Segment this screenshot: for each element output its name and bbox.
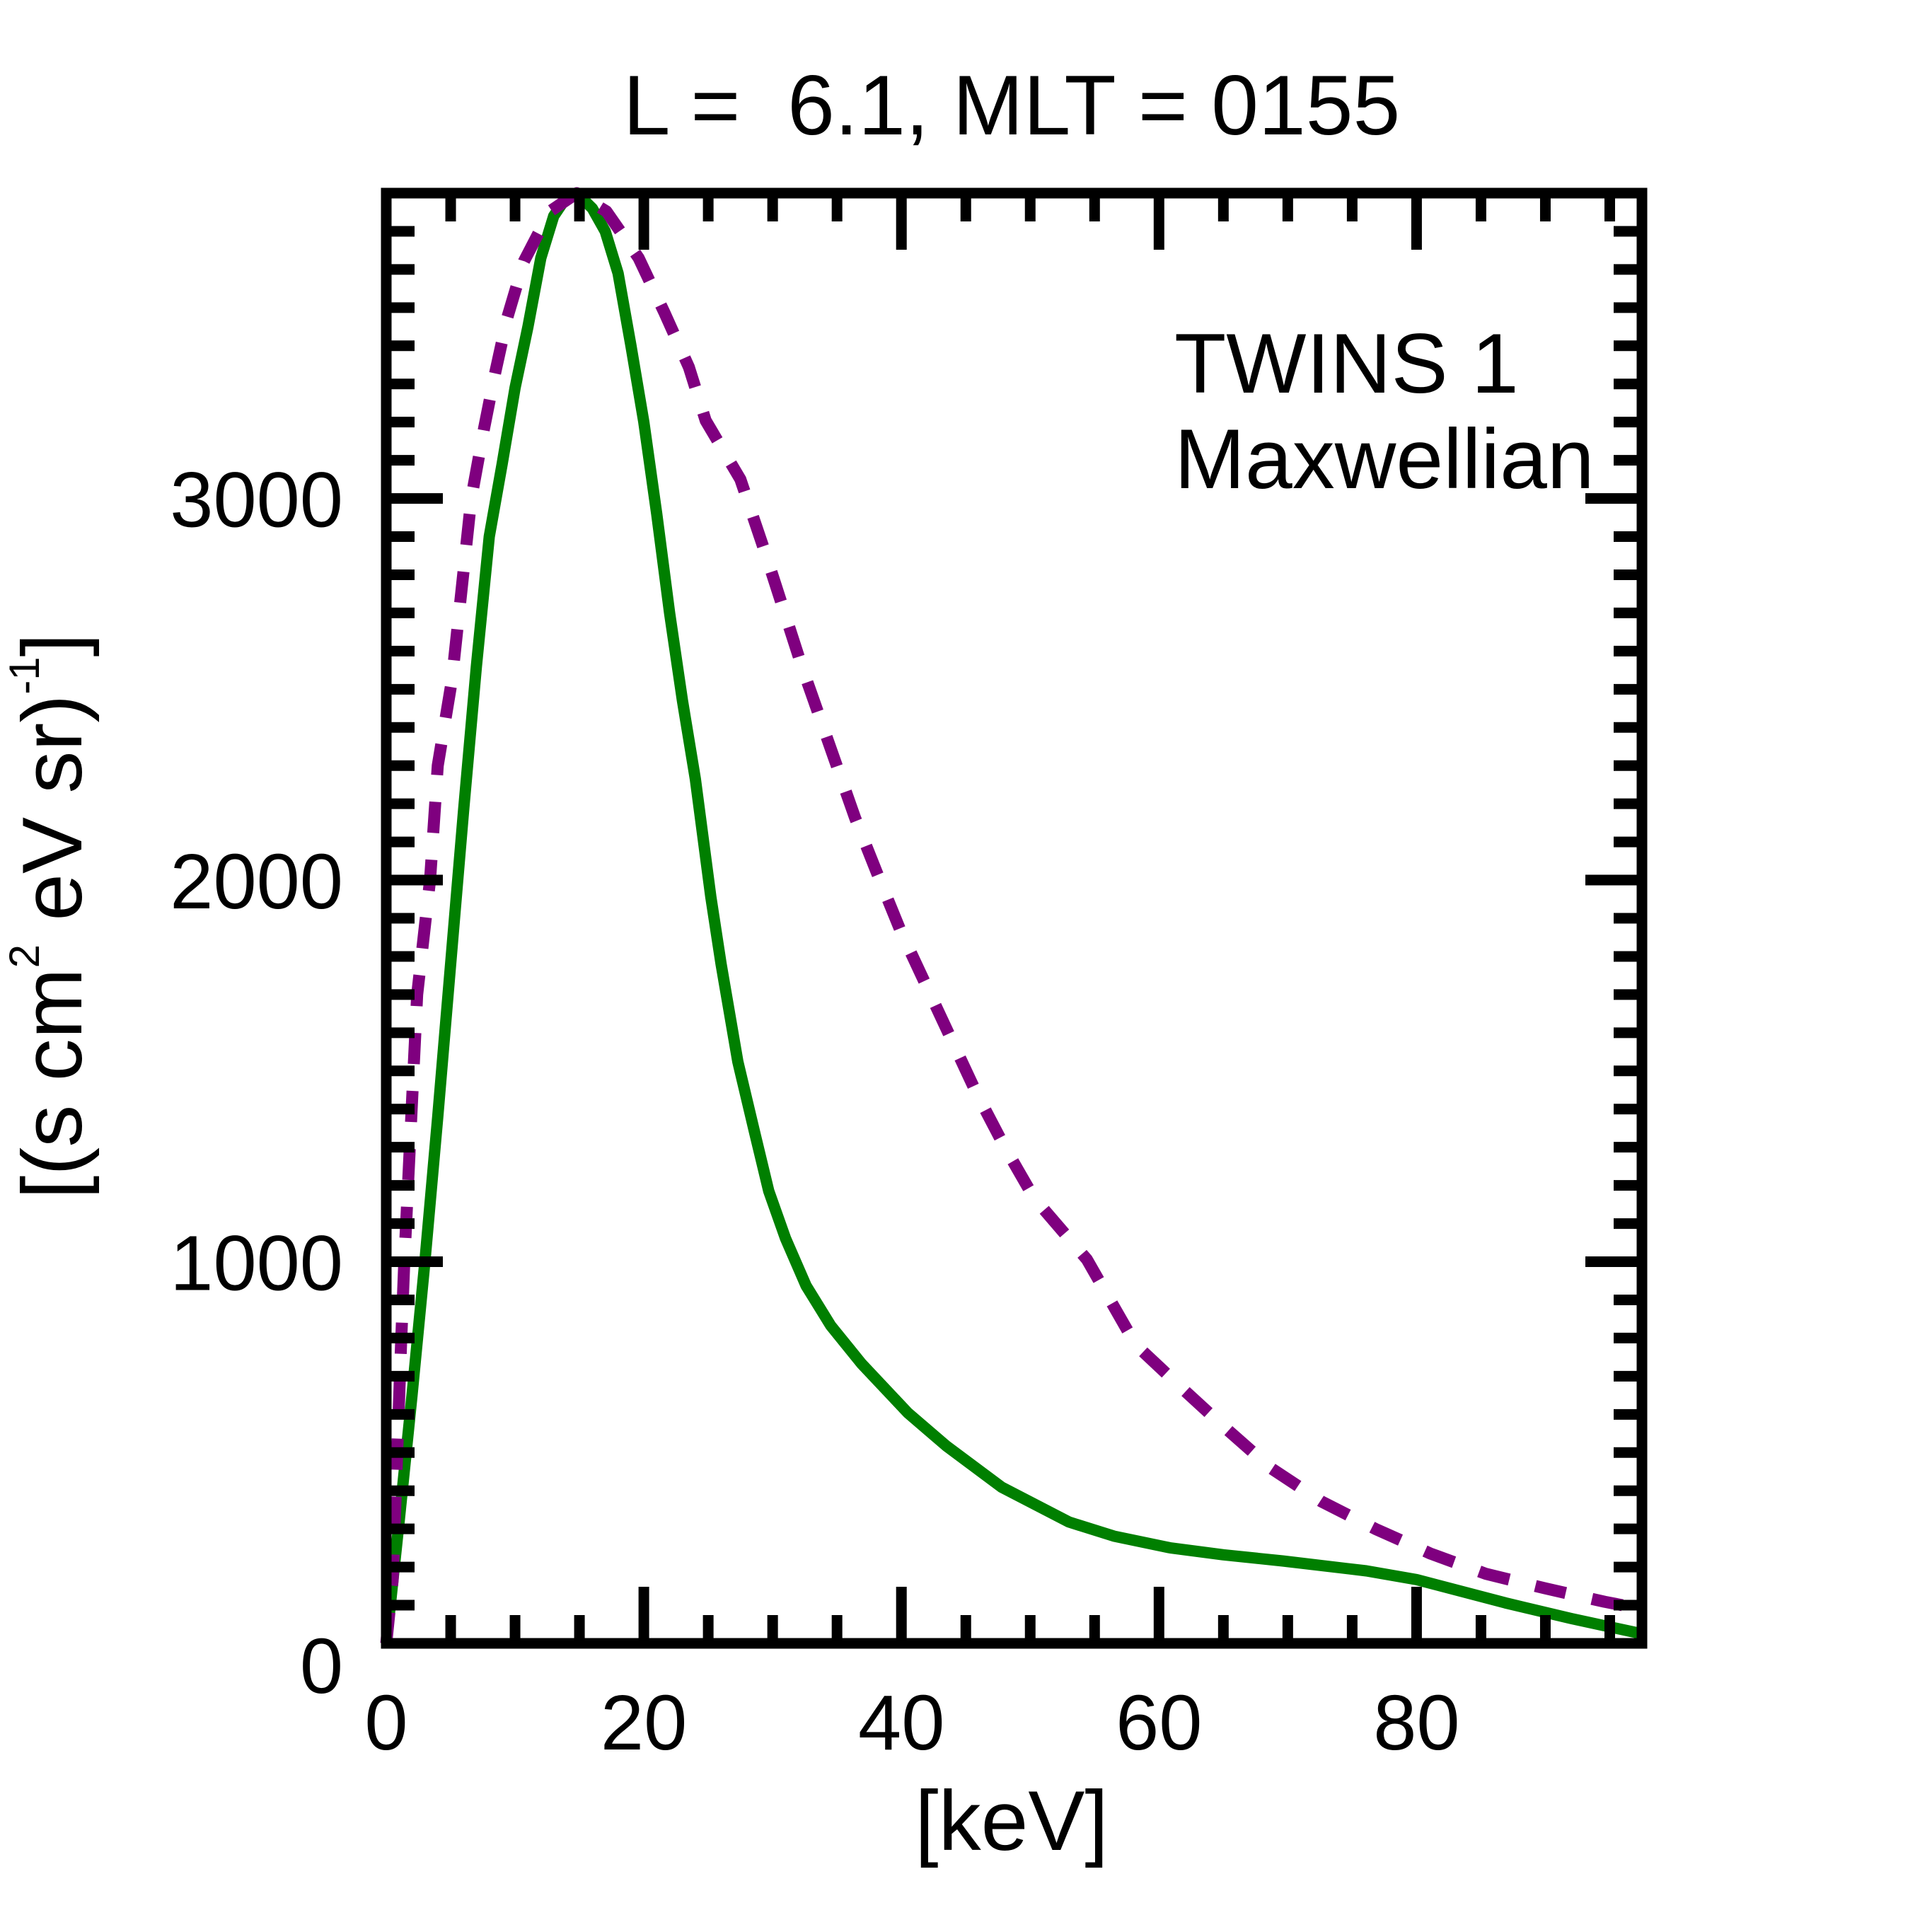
y-tick-label: 3000 — [170, 457, 343, 544]
y-axis-label-end: ] — [5, 633, 100, 656]
plot-area — [380, 187, 1643, 1644]
y-axis-label-base: [(s cm — [5, 968, 100, 1199]
y-axis-label-mid: eV sr) — [5, 695, 100, 944]
chart-title: L = 6.1, MLT = 0155 — [623, 58, 1401, 153]
x-tick-label: 0 — [364, 1679, 407, 1766]
legend-entry-twins1: TWINS 1 — [1174, 316, 1519, 411]
x-axis-label: [keV] — [915, 1774, 1108, 1868]
y-axis-label-sup-2: 2 — [1, 944, 48, 968]
plot-frame — [381, 187, 1648, 1649]
y-axis-tick-labels: 0 1000 2000 3000 — [170, 457, 343, 1710]
y-tick-label: 2000 — [170, 838, 343, 925]
y-axis-label-sup-neg1: -1 — [1, 656, 48, 694]
x-tick-label: 60 — [1116, 1679, 1202, 1766]
x-tick-label: 80 — [1373, 1679, 1459, 1766]
y-tick-label: 1000 — [170, 1220, 343, 1307]
y-tick-label: 0 — [300, 1623, 343, 1710]
x-tick-label: 20 — [601, 1679, 687, 1766]
x-axis-tick-labels: 0 20 40 60 80 — [364, 1679, 1459, 1766]
series-line-maxwellian — [380, 187, 1643, 1644]
legend-entry-maxwellian: Maxwellian — [1174, 412, 1595, 507]
series-line-twins-1 — [381, 187, 1643, 1644]
x-tick-label: 40 — [858, 1679, 944, 1766]
y-axis-label: [(s cm2 eV sr)-1] — [1, 633, 100, 1199]
legend: TWINS 1 Maxwellian — [1174, 316, 1595, 507]
